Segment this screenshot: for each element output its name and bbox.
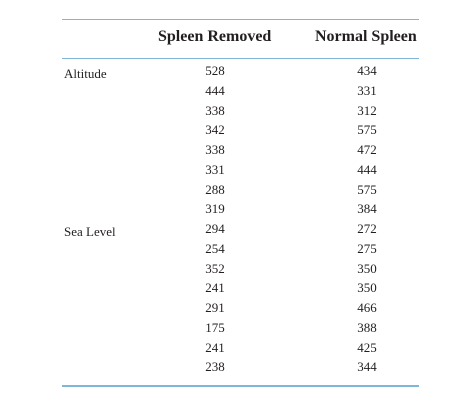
table-row: 241 350 bbox=[0, 280, 467, 300]
table-row: 254 275 bbox=[0, 241, 467, 261]
cell-normal-spleen: 434 bbox=[357, 63, 377, 78]
cell-normal-spleen: 425 bbox=[357, 339, 377, 355]
cell-normal-spleen: 331 bbox=[357, 82, 377, 98]
cell-normal-spleen: 388 bbox=[357, 319, 377, 335]
table-row: 288 575 bbox=[0, 182, 467, 202]
cell-spleen-removed: 291 bbox=[205, 300, 225, 315]
table-row: 338 472 bbox=[0, 142, 467, 162]
cell-spleen-removed: 175 bbox=[205, 319, 225, 335]
table-row: 294 272 bbox=[0, 221, 467, 241]
cell-spleen-removed: 254 bbox=[205, 240, 225, 256]
table-row: 175 388 bbox=[0, 320, 467, 340]
group-label-sea-level: Sea Level bbox=[64, 224, 116, 239]
cell-spleen-removed: 342 bbox=[205, 122, 225, 138]
cell-spleen-removed: 338 bbox=[205, 102, 225, 118]
cell-spleen-removed: 352 bbox=[205, 260, 225, 276]
table-row: 331 444 bbox=[0, 162, 467, 182]
cell-spleen-removed: 294 bbox=[205, 221, 225, 236]
table-row: 291 466 bbox=[0, 300, 467, 320]
table-row: 238 344 bbox=[0, 359, 467, 379]
table-row: 319 384 bbox=[0, 201, 467, 221]
cell-spleen-removed: 338 bbox=[205, 142, 225, 157]
cell-spleen-removed: 238 bbox=[205, 359, 225, 375]
table-row: 352 350 bbox=[0, 261, 467, 281]
cell-normal-spleen: 344 bbox=[357, 359, 377, 375]
cell-normal-spleen: 312 bbox=[357, 102, 377, 118]
top-rule bbox=[62, 19, 419, 20]
cell-normal-spleen: 272 bbox=[357, 221, 377, 236]
header-rule bbox=[62, 58, 419, 59]
cell-spleen-removed: 288 bbox=[205, 181, 225, 197]
header-normal-spleen: Normal Spleen bbox=[315, 28, 417, 45]
table-row: 444 331 bbox=[0, 83, 467, 103]
header-spleen-removed: Spleen Removed bbox=[158, 28, 272, 45]
cell-spleen-removed: 528 bbox=[205, 63, 225, 78]
table-row: 241 425 bbox=[0, 340, 467, 360]
bottom-rule bbox=[62, 385, 419, 387]
cell-normal-spleen: 350 bbox=[357, 260, 377, 276]
cell-spleen-removed: 444 bbox=[205, 82, 225, 98]
cell-spleen-removed: 319 bbox=[205, 201, 225, 217]
cell-normal-spleen: 466 bbox=[357, 300, 377, 315]
cell-spleen-removed: 241 bbox=[205, 339, 225, 355]
cell-normal-spleen: 575 bbox=[357, 122, 377, 138]
table-body: 528 434 444 331 338 312 342 575 338 472 331 444 288 5… bbox=[0, 63, 467, 379]
cell-normal-spleen: 472 bbox=[357, 142, 377, 157]
cell-normal-spleen: 275 bbox=[357, 240, 377, 256]
cell-normal-spleen: 350 bbox=[357, 280, 377, 296]
cell-spleen-removed: 331 bbox=[205, 161, 225, 177]
table-row: 338 312 bbox=[0, 103, 467, 123]
table-row: 342 575 bbox=[0, 122, 467, 142]
group-label-altitude: Altitude bbox=[64, 66, 107, 81]
cell-spleen-removed: 241 bbox=[205, 280, 225, 296]
cell-normal-spleen: 444 bbox=[357, 161, 377, 177]
cell-normal-spleen: 575 bbox=[357, 181, 377, 197]
cell-normal-spleen: 384 bbox=[357, 201, 377, 217]
table-row: 528 434 bbox=[0, 63, 467, 83]
